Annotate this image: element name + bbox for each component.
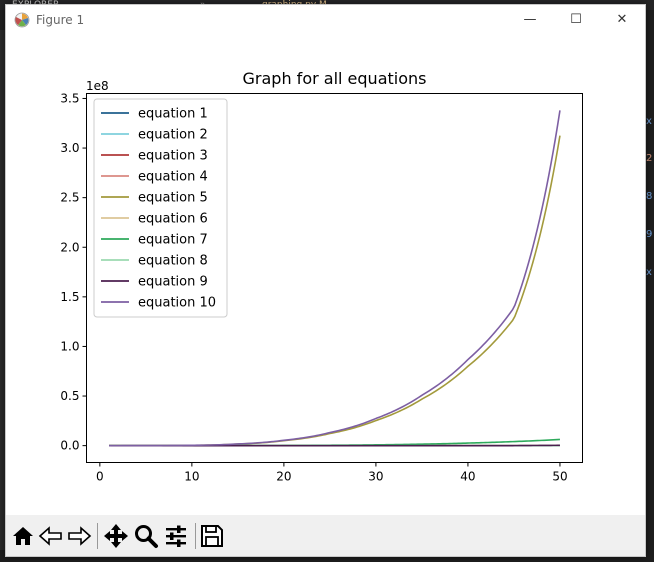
legend-label: equation 4 xyxy=(138,170,208,185)
pan-button[interactable] xyxy=(103,523,129,549)
x-tick-label: 40 xyxy=(460,470,475,484)
y-offset-label: 1e8 xyxy=(86,79,109,93)
legend-frame xyxy=(93,98,228,318)
matplotlib-app-icon xyxy=(14,12,30,28)
forward-icon xyxy=(68,526,92,546)
plot-area-frame xyxy=(86,93,583,463)
legend-label: equation 3 xyxy=(138,149,208,164)
background-code-char: x xyxy=(646,116,652,127)
background-code-char: 9 xyxy=(646,229,653,240)
configure-icon xyxy=(166,525,186,547)
x-tick-label: 50 xyxy=(552,470,567,484)
home-icon xyxy=(13,527,33,545)
toolbar-separator xyxy=(195,523,196,549)
y-tick-label: 1.0 xyxy=(60,339,79,353)
legend-label: equation 2 xyxy=(138,128,208,143)
zoom-button[interactable] xyxy=(133,523,159,549)
y-tick-label: 3.0 xyxy=(60,141,79,155)
window-title: Figure 1 xyxy=(36,13,85,27)
legend-label: equation 5 xyxy=(138,191,208,206)
save-icon xyxy=(201,525,223,547)
chart-title: Graph for all equations xyxy=(243,69,427,88)
figure-window: Figure 1 — ☐ ✕ Graph for all equations 1… xyxy=(5,4,646,557)
legend-label: equation 9 xyxy=(138,275,208,290)
save-button[interactable] xyxy=(199,523,225,549)
legend-label: equation 8 xyxy=(138,254,208,269)
y-tick-label: 1.5 xyxy=(60,290,79,304)
x-tick-label: 20 xyxy=(276,470,291,484)
y-tick-label: 0.5 xyxy=(60,389,79,403)
legend-label: equation 10 xyxy=(138,296,216,311)
x-tick-label: 0 xyxy=(96,470,104,484)
minimize-button[interactable]: — xyxy=(523,12,537,27)
maximize-button[interactable]: ☐ xyxy=(570,12,582,27)
close-button[interactable]: ✕ xyxy=(616,12,628,27)
navigation-toolbar xyxy=(6,515,645,556)
background-left-edge xyxy=(0,30,6,550)
x-tick-label: 10 xyxy=(184,470,199,484)
series-line-10 xyxy=(109,110,561,447)
y-tick-label: 3.5 xyxy=(60,91,79,105)
toolbar-separator xyxy=(97,523,98,549)
y-tick-label: 2.5 xyxy=(60,191,79,205)
plot-canvas[interactable]: Graph for all equations 1e8 0 10 20 30 40 50 0… xyxy=(6,35,645,515)
legend-label: equation 7 xyxy=(138,233,208,248)
background-code-char: 8 xyxy=(646,191,653,202)
legend-label: equation 6 xyxy=(138,212,208,227)
forward-button[interactable] xyxy=(66,523,92,549)
pan-icon xyxy=(104,524,128,548)
configure-subplots-button[interactable] xyxy=(163,523,189,549)
y-tick-label: 2.0 xyxy=(60,240,79,254)
zoom-icon xyxy=(135,525,158,548)
back-button[interactable] xyxy=(38,523,64,549)
background-code-char: x xyxy=(646,267,652,278)
line-chart: Graph for all equations 1e8 0 10 20 30 40 50 0… xyxy=(60,69,583,484)
legend: equation 1 equation 2 equation 3 equation 4… xyxy=(93,98,228,318)
background-code-char: 2 xyxy=(646,153,653,164)
title-bar[interactable]: Figure 1 — ☐ ✕ xyxy=(6,5,645,35)
back-icon xyxy=(38,526,62,546)
legend-label: equation 1 xyxy=(138,107,208,122)
y-tick-label: 0.0 xyxy=(60,439,79,453)
x-tick-label: 30 xyxy=(368,470,383,484)
home-button[interactable] xyxy=(10,523,36,549)
